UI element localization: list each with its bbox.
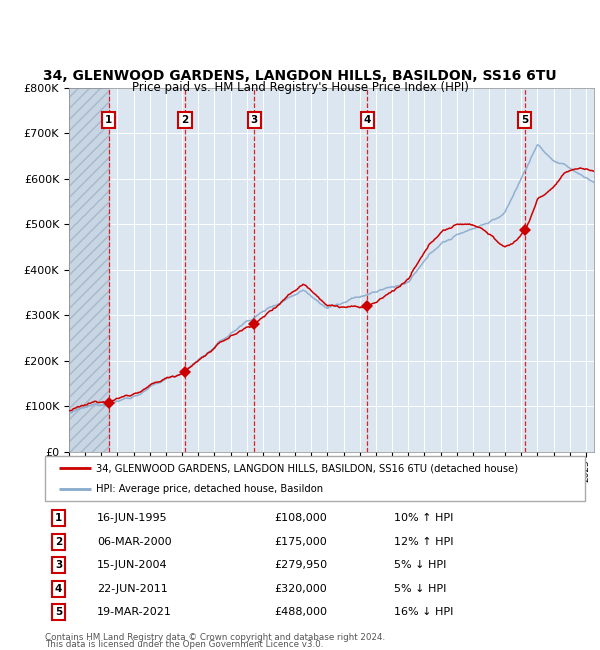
- Text: £279,950: £279,950: [274, 560, 328, 570]
- Text: Contains HM Land Registry data © Crown copyright and database right 2024.: Contains HM Land Registry data © Crown c…: [45, 632, 385, 642]
- Text: 5: 5: [55, 607, 62, 618]
- Text: 2: 2: [181, 114, 188, 125]
- Text: £488,000: £488,000: [274, 607, 328, 618]
- Text: 16-JUN-1995: 16-JUN-1995: [97, 514, 167, 523]
- Text: This data is licensed under the Open Government Licence v3.0.: This data is licensed under the Open Gov…: [45, 640, 323, 649]
- Text: 16% ↓ HPI: 16% ↓ HPI: [394, 607, 454, 618]
- Text: 4: 4: [364, 114, 371, 125]
- Text: 5% ↓ HPI: 5% ↓ HPI: [394, 560, 447, 570]
- Text: 22-JUN-2011: 22-JUN-2011: [97, 584, 167, 593]
- Text: Price paid vs. HM Land Registry's House Price Index (HPI): Price paid vs. HM Land Registry's House …: [131, 81, 469, 94]
- Text: 34, GLENWOOD GARDENS, LANGDON HILLS, BASILDON, SS16 6TU: 34, GLENWOOD GARDENS, LANGDON HILLS, BAS…: [43, 69, 557, 83]
- Text: HPI: Average price, detached house, Basildon: HPI: Average price, detached house, Basi…: [96, 484, 323, 495]
- Text: 3: 3: [250, 114, 258, 125]
- Text: £320,000: £320,000: [274, 584, 327, 593]
- Text: 19-MAR-2021: 19-MAR-2021: [97, 607, 172, 618]
- Text: 12% ↑ HPI: 12% ↑ HPI: [394, 537, 454, 547]
- Text: 1: 1: [105, 114, 112, 125]
- Text: 3: 3: [55, 560, 62, 570]
- Text: 34, GLENWOOD GARDENS, LANGDON HILLS, BASILDON, SS16 6TU (detached house): 34, GLENWOOD GARDENS, LANGDON HILLS, BAS…: [96, 463, 518, 473]
- Text: 5: 5: [521, 114, 529, 125]
- Text: £108,000: £108,000: [274, 514, 327, 523]
- Text: £175,000: £175,000: [274, 537, 327, 547]
- Text: 4: 4: [55, 584, 62, 593]
- Text: 10% ↑ HPI: 10% ↑ HPI: [394, 514, 454, 523]
- Text: 1: 1: [55, 514, 62, 523]
- Bar: [69, 88, 109, 452]
- FancyBboxPatch shape: [45, 456, 585, 500]
- Text: 5% ↓ HPI: 5% ↓ HPI: [394, 584, 447, 593]
- Bar: [69, 88, 109, 452]
- Text: 15-JUN-2004: 15-JUN-2004: [97, 560, 167, 570]
- Text: 2: 2: [55, 537, 62, 547]
- Text: 06-MAR-2000: 06-MAR-2000: [97, 537, 172, 547]
